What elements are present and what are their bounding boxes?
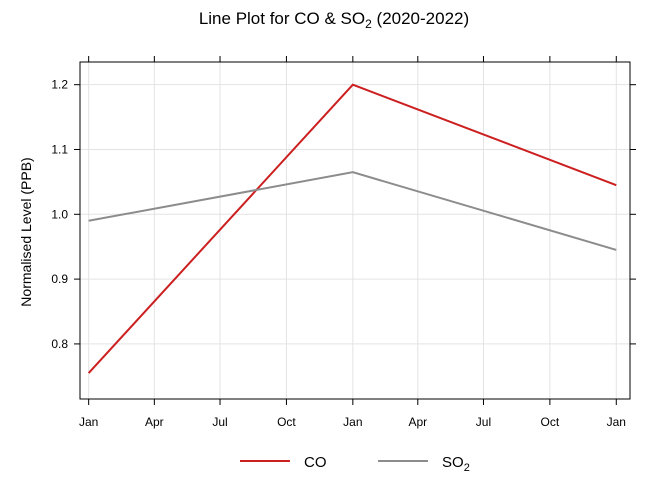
y-axis-label: Normalised Level (PPB): [18, 157, 34, 306]
series-line-co: [87, 83, 617, 374]
legend-label-co: CO: [304, 454, 327, 471]
y-tick-label: 0.8: [51, 337, 68, 351]
x-tick-label: Jan: [79, 415, 98, 429]
chart-title: Line Plot for CO & SO2 (2020-2022): [199, 9, 469, 31]
y-tick-label: 1.2: [51, 78, 68, 92]
series-line-so: [88, 171, 617, 251]
series-lines: [87, 83, 617, 374]
y-tick-label: 1.0: [51, 207, 68, 221]
plot-frame: [79, 61, 631, 400]
x-tick-label: Apr: [408, 415, 427, 429]
x-tick-label: Oct: [541, 415, 560, 429]
legend: CO SO2: [240, 454, 470, 474]
legend-label-so: SO2: [442, 454, 470, 474]
x-tick-label: Jul: [212, 415, 227, 429]
y-tick-label: 1.1: [51, 142, 68, 156]
axis-ticks: Jan Apr Jul Oct Jan Apr Jul Oct Jan 0.8 0.9 1.0 1.1 1…: [51, 56, 636, 429]
x-tick-label: Jan: [343, 415, 362, 429]
x-tick-label: Jul: [476, 415, 491, 429]
x-tick-label: Apr: [145, 415, 164, 429]
x-tick-label: Oct: [277, 415, 296, 429]
x-tick-label: Jan: [607, 415, 626, 429]
y-tick-label: 0.9: [51, 272, 68, 286]
